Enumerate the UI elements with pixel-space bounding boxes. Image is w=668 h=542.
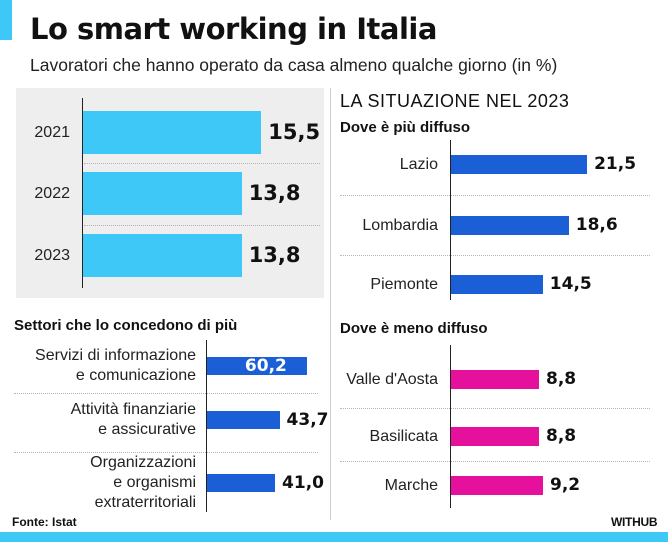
bar: [83, 172, 242, 215]
category-label: 2021: [0, 123, 70, 143]
bar: [83, 234, 242, 277]
category-label-line: Lazio: [399, 155, 438, 173]
chart-subtitle: Lavoratori che hanno operato da casa alm…: [30, 55, 558, 75]
value-label: 60,2: [244, 355, 287, 376]
accent-bar: [0, 0, 12, 40]
value-label: 14,5: [549, 274, 592, 295]
value-label: 8,8: [546, 426, 577, 447]
bar: [451, 275, 543, 294]
category-label: Marche: [238, 476, 438, 496]
category-label-line: Marche: [384, 476, 438, 494]
category-label: Servizi di informazione e comunicazione: [0, 346, 196, 386]
axis-line: [450, 140, 451, 300]
value-label: 13,8: [248, 242, 301, 267]
right-heading: LA SITUAZIONE NEL 2023: [340, 91, 570, 111]
source: Fonte: Istat: [12, 515, 77, 529]
category-label: Basilicata: [238, 427, 438, 447]
chart-title: Lo smart working in Italia: [30, 12, 437, 46]
category-label: Organizzazioni e organismi extraterritoria…: [0, 453, 196, 513]
category-label-line: Basilicata: [369, 427, 438, 445]
category-label: 2022: [0, 184, 70, 204]
row-separator: [340, 195, 650, 196]
category-label: Piemonte: [238, 275, 438, 295]
category-label: Lombardia: [238, 216, 438, 236]
row-separator: [14, 451, 318, 453]
most-title: Dove è più diffuso: [340, 119, 471, 136]
bar: [207, 357, 307, 375]
category-label-line: e organismi: [113, 474, 196, 491]
category-label: Lazio: [238, 155, 438, 175]
category-label-line: e comunicazione: [75, 367, 196, 384]
category-label-line: Lombardia: [362, 216, 438, 234]
value-label: 41,0: [282, 472, 324, 493]
category-label-line: Organizzazioni: [90, 454, 196, 471]
value-label: 8,8: [546, 369, 577, 390]
category-label: Attività finanziarie e assicurative: [0, 400, 196, 440]
category-label-line: 2022: [34, 184, 70, 202]
value-label: 9,2: [550, 475, 581, 496]
brand-logo: WITHUB: [611, 515, 658, 529]
category-label: 2023: [0, 246, 70, 266]
bar: [207, 411, 280, 429]
bar: [451, 427, 539, 446]
least-title: Dove è meno diffuso: [340, 320, 488, 337]
axis-line: [206, 340, 207, 512]
bottom-bar: [0, 532, 668, 542]
row-separator: [14, 393, 318, 394]
category-label: Valle d'Aosta: [238, 370, 438, 390]
bar: [451, 155, 588, 174]
divider: [330, 88, 331, 520]
bar: [451, 476, 543, 495]
axis-line: [82, 98, 83, 288]
category-label-line: 2021: [34, 123, 70, 141]
bar: [451, 370, 539, 389]
row-separator: [340, 461, 650, 462]
category-label-line: Piemonte: [370, 275, 438, 293]
category-label-line: e assicurative: [98, 421, 196, 438]
category-label-line: Attività finanziarie: [70, 401, 196, 418]
bar: [207, 474, 276, 492]
bar: [451, 216, 569, 235]
category-label-line: 2023: [34, 246, 70, 264]
row-separator: [340, 408, 650, 409]
row-separator: [84, 224, 320, 226]
value-label: 43,7: [286, 409, 329, 430]
value-label: 15,5: [268, 119, 321, 144]
axis-line: [450, 345, 451, 508]
value-label: 18,6: [575, 215, 618, 236]
row-separator: [340, 255, 650, 256]
category-label-line: Valle d'Aosta: [346, 370, 438, 388]
value-label: 21,5: [594, 154, 637, 175]
value-label: 13,8: [248, 180, 301, 205]
bar: [83, 111, 262, 154]
category-label-line: extraterritoriali: [94, 494, 196, 511]
row-separator: [84, 163, 320, 164]
category-label-line: Servizi di informazione: [35, 347, 196, 364]
sectors-title: Settori che lo concedono di più: [14, 317, 238, 334]
